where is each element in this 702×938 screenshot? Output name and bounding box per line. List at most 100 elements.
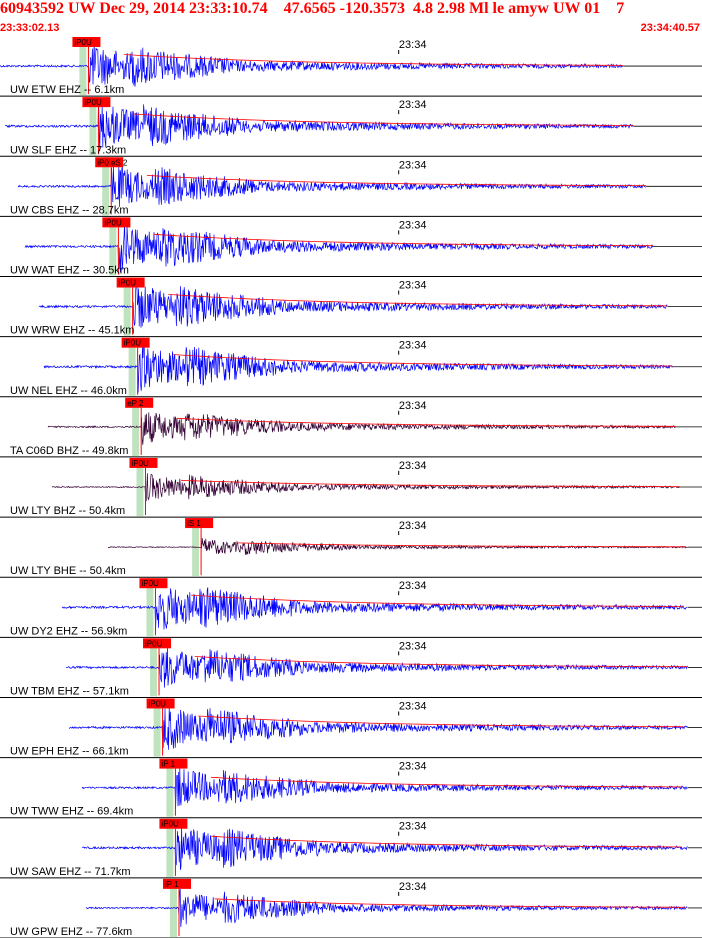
channel-row: 23:34 iP0U UW TBM EHZ -- 57.1km xyxy=(0,638,702,698)
waveform-trace xyxy=(17,166,646,207)
minute-tick-label: 23:34 xyxy=(399,400,427,412)
pick-label: iP 1 xyxy=(161,760,175,769)
channel-row: 23:34 iP0 eS 2 UW CBS EHZ -- 28.7km xyxy=(0,157,702,217)
coda-envelope xyxy=(211,776,682,788)
waveform-trace xyxy=(107,537,688,555)
waveform-trace xyxy=(38,281,668,328)
pick-marker xyxy=(139,578,168,589)
waveform-trace xyxy=(51,473,681,502)
station-label: UW NEL EHZ -- 46.0km xyxy=(10,385,127,397)
station-label: UW ETW EHZ -- 6.1km xyxy=(10,84,124,96)
pick-marker xyxy=(146,698,175,709)
channel-row: 23:34 iP0U UW DY2 EHZ -- 56.9km xyxy=(0,578,702,638)
pick-marker xyxy=(185,518,214,529)
station-label: UW SLF EHZ -- 17.3km xyxy=(10,144,126,156)
pick-marker xyxy=(129,457,158,468)
waveform-trace xyxy=(4,99,634,152)
coda-envelope xyxy=(211,835,682,848)
pick-marker xyxy=(143,638,172,649)
station-label: UW EPH EHZ -- 66.1km xyxy=(10,746,129,758)
minute-tick-label: 23:34 xyxy=(399,99,427,111)
waveform-trace xyxy=(24,222,654,273)
waveform-trace xyxy=(81,767,688,809)
pick-marker xyxy=(72,37,101,47)
minute-tick-label: 23:34 xyxy=(399,159,427,171)
pick-label: iP0U xyxy=(119,279,137,288)
phase-window xyxy=(153,698,161,757)
channel-row: 23:34 iP 1 UW TWW EHZ -- 69.4km xyxy=(0,758,702,819)
channel-row: 23:34 iP0U UW EPH EHZ -- 66.1km xyxy=(0,698,702,759)
station-label: UW GPW EHZ -- 77.6km xyxy=(10,926,132,938)
station-label: UW SAW EHZ -- 71.7km xyxy=(10,866,131,878)
channel-row: 23:34 iP0U UW WRW EHZ -- 45.1km xyxy=(0,277,702,338)
minute-tick-label: 23:34 xyxy=(399,460,427,472)
coda-envelope xyxy=(198,715,684,728)
station-label: UW WAT EHZ -- 30.5km xyxy=(10,265,129,277)
coda-envelope xyxy=(173,354,673,367)
pick-label: iP0U xyxy=(141,579,159,588)
waveform-trace xyxy=(81,825,688,870)
pick-marker xyxy=(159,758,188,769)
minute-tick-label: 23:34 xyxy=(399,580,427,592)
pick-marker xyxy=(95,157,124,168)
waveform-trace xyxy=(0,43,623,87)
station-label: UW CBS EHZ -- 28.7km xyxy=(10,204,129,216)
minute-tick-label: 23:34 xyxy=(399,280,427,292)
waveform-trace xyxy=(43,342,673,393)
minute-tick-label: 23:34 xyxy=(399,219,427,231)
pick-marker xyxy=(82,97,111,108)
waveform-trace xyxy=(68,707,688,750)
coda-envelope xyxy=(134,113,634,126)
pick-label: iP0U xyxy=(131,459,149,468)
pick-label: iS 1 xyxy=(187,519,201,528)
pick-marker xyxy=(116,277,145,288)
pick-label: iP0U xyxy=(124,339,142,348)
channel-row: 23:34 iS 1 UW LTY BHE -- 50.4km xyxy=(0,518,702,578)
pick-label: iP0U xyxy=(145,639,163,648)
pick-label: iP 1 xyxy=(165,880,179,889)
coda-envelope xyxy=(191,594,684,607)
waveform-trace xyxy=(65,647,688,688)
minute-tick-label: 23:34 xyxy=(399,821,427,833)
pick-marker xyxy=(159,818,188,829)
station-label: TA C06D BHZ -- 49.8km xyxy=(10,445,128,457)
channel-row: 23:34 iP0U UW SLF EHZ -- 17.3km xyxy=(0,97,702,157)
channel-row: 23:34 iP 1 UW GPW EHZ -- 77.6km xyxy=(0,878,702,938)
start-time-label: 23:33:02.13 xyxy=(0,22,60,34)
pick-label: iP0U xyxy=(74,38,92,47)
end-time-label: 23:34:40.57 xyxy=(640,22,700,34)
pick-label: iP0U xyxy=(104,218,122,227)
pick-marker xyxy=(125,397,154,408)
coda-envelope xyxy=(124,54,624,66)
channel-row: 23:34 iP0U UW ETW EHZ -- 6.1km xyxy=(0,37,702,97)
pick-label: eP 2 xyxy=(127,399,144,408)
pick-label: iP0U xyxy=(149,699,167,708)
station-label: UW LTY BHE -- 50.4km xyxy=(10,565,126,577)
pick-marker xyxy=(162,878,191,889)
waveform-trace xyxy=(61,587,688,631)
coda-envelope xyxy=(153,233,654,247)
channel-row: 23:34 iP0U UW NEL EHZ -- 46.0km xyxy=(0,337,702,398)
seismogram-panel: 23:34 iP0U UW ETW EHZ -- 6.1km 23:34 iP0U UW … xyxy=(0,37,702,938)
waveform-trace xyxy=(47,412,676,445)
pick-marker xyxy=(102,217,131,228)
pick-label: iP0U xyxy=(161,820,179,829)
minute-tick-label: 23:34 xyxy=(399,881,427,893)
event-title: 60943592 UW Dec 29, 2014 23:33:10.74 47.… xyxy=(0,0,625,17)
minute-tick-label: 23:34 xyxy=(399,761,427,773)
station-label: UW WRW EHZ -- 45.1km xyxy=(10,325,134,337)
coda-envelope xyxy=(176,417,676,427)
channel-row: 23:34 iP0U UW WAT EHZ -- 30.5km xyxy=(0,217,702,278)
coda-envelope xyxy=(168,294,668,307)
minute-tick-label: 23:34 xyxy=(399,640,427,652)
minute-tick-label: 23:34 xyxy=(399,700,427,712)
waveform-trace xyxy=(85,888,688,928)
minute-tick-label: 23:34 xyxy=(399,520,427,532)
coda-envelope xyxy=(236,542,686,548)
minute-tick-label: 23:34 xyxy=(399,39,427,51)
pick-marker xyxy=(121,337,150,348)
channel-row: 23:34 eP 2 TA C06D BHZ -- 49.8km xyxy=(0,397,702,458)
coda-envelope xyxy=(146,175,647,187)
plot-header: 60943592 UW Dec 29, 2014 23:33:10.74 47.… xyxy=(0,0,702,36)
station-label: UW TWW EHZ -- 69.4km xyxy=(10,806,133,818)
